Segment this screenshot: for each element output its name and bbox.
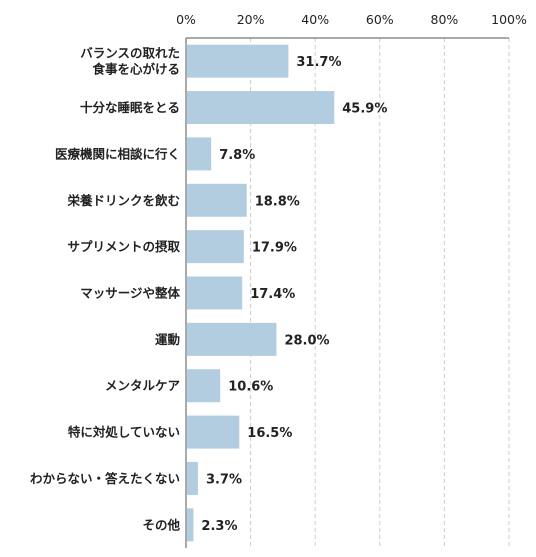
category-label-9: わからない・答えたくない [30,471,180,486]
bar-0 [187,44,289,78]
bar-4 [187,230,244,264]
value-label-1: 45.9% [342,102,387,117]
category-label-line: マッサージや整体 [80,286,180,301]
category-label-5: マッサージや整体 [80,286,180,301]
category-label-line: 医療機関に相談に行く [55,146,180,161]
x-tick-label-40: 40% [301,12,329,27]
category-label-line: 十分な睡眠をとる [80,100,180,115]
x-tick-label-80: 80% [431,12,459,27]
category-label-line: 運動 [155,332,180,347]
category-label-1: 十分な睡眠をとる [80,100,180,115]
bar-10 [187,508,194,542]
value-label-0: 31.7% [296,55,341,70]
x-tick-label-60: 60% [366,12,394,27]
value-label-4: 17.9% [252,241,297,256]
bar-8 [187,415,240,449]
category-label-line: サプリメントの摂取 [67,239,180,254]
value-label-9: 3.7% [206,472,242,487]
category-label-line: メンタルケア [105,378,180,393]
bar-6 [187,322,277,356]
category-label-line: わからない・答えたくない [30,471,180,486]
category-label-0: バランスの取れた食事を心がける [80,46,180,77]
bar-3 [187,183,247,217]
value-label-10: 2.3% [201,519,237,534]
category-label-line: その他 [142,517,180,532]
category-label-line: バランスの取れた [80,46,180,61]
category-label-7: メンタルケア [105,378,180,393]
category-label-line: 栄養ドリンクを飲む [66,193,180,208]
category-label-6: 運動 [155,332,180,347]
category-label-4: サプリメントの摂取 [67,239,180,254]
bar-2 [187,137,212,171]
category-label-3: 栄養ドリンクを飲む [66,193,180,208]
category-label-10: その他 [142,517,180,532]
value-label-8: 16.5% [247,426,292,441]
bar-7 [187,369,221,403]
bar-1 [187,91,335,125]
value-label-5: 17.4% [250,287,295,302]
category-label-8: 特に対処していない [68,425,180,440]
x-tick-label-0: 0% [176,12,196,27]
x-tick-label-20: 20% [237,12,265,27]
value-label-7: 10.6% [228,380,273,395]
value-label-6: 28.0% [284,333,329,348]
bar-5 [187,276,243,310]
bar-9 [187,461,198,495]
category-label-line: 特に対処していない [68,425,180,440]
category-label-line: 食事を心がける [91,62,180,77]
value-label-2: 7.8% [219,148,255,163]
value-label-3: 18.8% [255,194,300,209]
category-label-2: 医療機関に相談に行く [55,146,180,161]
x-tick-label-100: 100% [491,12,527,27]
